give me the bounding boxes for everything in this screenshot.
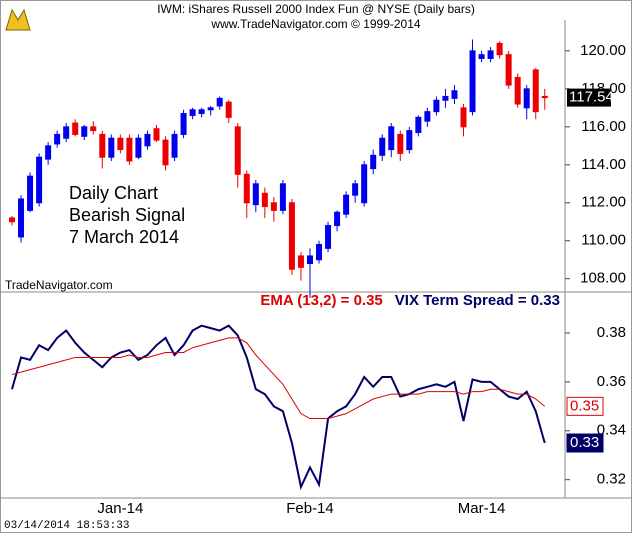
y-tick-label: 0.34	[597, 422, 626, 439]
y-tick-label: 0.38	[597, 324, 626, 341]
candle-body	[144, 133, 151, 147]
candle-body	[460, 107, 467, 128]
candle-body	[316, 244, 323, 261]
candle-body	[406, 130, 413, 151]
candle-body	[496, 42, 503, 56]
annotation: Daily Chart	[69, 183, 158, 203]
candle-body	[388, 126, 395, 151]
candle-body	[532, 69, 539, 113]
y-tick-label: 112.00	[581, 194, 626, 211]
candle-body	[343, 194, 350, 215]
source: TradeNavigator.com	[5, 278, 113, 292]
candle-body	[415, 116, 422, 134]
x-tick-label: Jan-14	[97, 500, 143, 517]
y-tick-label: 120.00	[580, 42, 626, 59]
last-price-box	[567, 88, 611, 107]
candle-body	[126, 137, 133, 162]
candle-body	[225, 101, 232, 118]
annotation: 7 March 2014	[69, 227, 179, 247]
candle-body	[541, 95, 548, 99]
candle-body	[469, 50, 476, 113]
candle-body	[153, 128, 160, 141]
candle-body	[189, 109, 196, 116]
last-value-box	[566, 396, 604, 416]
candle-body	[36, 156, 43, 204]
candle-body	[352, 183, 359, 196]
candle-body	[270, 202, 277, 211]
candle-body	[514, 76, 521, 105]
candle-body	[325, 225, 332, 249]
y-tick-label: 110.00	[581, 232, 626, 249]
candle-body	[334, 211, 341, 227]
last-value-label: 0.35	[570, 397, 599, 414]
candle-body	[27, 175, 34, 211]
candle-body	[252, 183, 259, 206]
candle-body	[297, 255, 304, 268]
candle-body	[433, 99, 440, 113]
candle-body	[288, 202, 295, 270]
candle-body	[361, 164, 368, 204]
candle-body	[487, 50, 494, 59]
logo	[5, 8, 31, 31]
series-line	[11, 324, 546, 491]
candle-body	[234, 126, 241, 175]
candle-body	[9, 217, 15, 223]
candle-body	[135, 137, 142, 158]
y-tick-label: 114.00	[581, 156, 626, 173]
chart-subtitle: www.TradeNavigator.com © 1999-2014	[210, 17, 420, 31]
candle-body	[478, 54, 485, 59]
candle-body	[198, 109, 205, 115]
candle-body	[370, 154, 377, 170]
candle-body	[90, 126, 97, 132]
candle-body	[523, 88, 530, 109]
candle-body	[81, 126, 88, 137]
candle-body	[63, 126, 70, 139]
candle-body	[261, 192, 268, 208]
legend-entry: EMA (13,2) = 0.35	[260, 292, 382, 309]
candle-body	[451, 90, 458, 99]
legend-entry: VIX Term Spread = 0.33	[395, 292, 560, 309]
y-tick-label: 108.00	[580, 270, 626, 287]
candle-body	[108, 137, 115, 158]
candle-body	[180, 113, 187, 135]
candle-body	[306, 255, 313, 265]
candle-body	[45, 145, 52, 160]
candle-body	[99, 133, 106, 158]
candle-body	[442, 95, 449, 101]
candle-body	[279, 183, 286, 211]
y-tick-label: 0.36	[597, 373, 626, 390]
series-line	[11, 337, 546, 420]
last-price-label: 117.54	[569, 89, 614, 106]
candle-body	[505, 54, 512, 86]
candle-body	[117, 137, 124, 151]
candle-body	[397, 133, 404, 154]
last-value-box	[566, 433, 604, 453]
candle-body	[379, 137, 386, 156]
y-tick-label: 0.32	[597, 471, 626, 488]
candle-body	[171, 133, 178, 158]
x-tick-label: Feb-14	[286, 500, 334, 517]
y-tick-label: 116.00	[581, 118, 626, 135]
last-value-label: 0.33	[570, 434, 599, 451]
candle-body	[216, 97, 223, 107]
annotation: Bearish Signal	[69, 205, 185, 225]
x-tick-label: Mar-14	[458, 500, 506, 517]
candle-body	[72, 122, 79, 135]
candle-body	[424, 111, 431, 122]
candle-body	[162, 139, 169, 166]
candle-body	[54, 133, 61, 145]
chart-title: IWM: iShares Russell 2000 Index Fun @ NY…	[157, 2, 475, 16]
timestamp: 03/14/2014 18:53:33	[4, 520, 129, 532]
candle-body	[243, 173, 250, 204]
candle-body	[18, 198, 25, 238]
candle-body	[207, 107, 214, 111]
